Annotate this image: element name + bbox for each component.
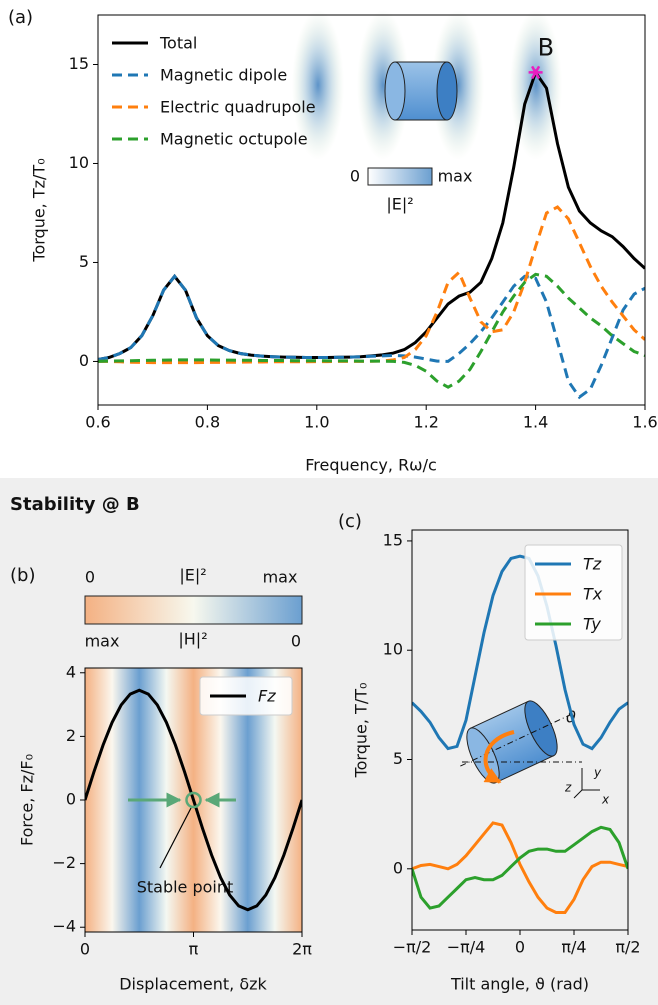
- stable-point: [185, 791, 202, 809]
- colorbar-label: 0: [350, 167, 360, 186]
- x-axis-label: Displacement, δzk: [119, 975, 267, 994]
- colorbar-label: |H|²: [178, 630, 207, 649]
- legend-label: Ty: [583, 615, 601, 634]
- inset-label: y: [593, 766, 602, 780]
- x-axis-label: Frequency, Rω/c: [305, 456, 437, 475]
- y-tick-label: 0: [393, 858, 403, 877]
- marker-label: B: [538, 33, 554, 61]
- series-line: [85, 688, 302, 912]
- colorbar-label: 0: [291, 632, 301, 651]
- x-tick-label: −π/4: [447, 938, 486, 957]
- panel-label: (b): [10, 565, 35, 586]
- y-tick-label: 5: [393, 749, 403, 768]
- legend-label: Tz: [583, 555, 602, 574]
- y-tick-label: 10: [383, 640, 403, 659]
- plot-frame: [84, 667, 303, 933]
- series-line: [98, 272, 645, 389]
- field-inset: [292, 10, 562, 186]
- x-tick-label: 0: [80, 940, 90, 959]
- colorbar-label: max: [85, 632, 120, 651]
- y-tick-label: 0: [79, 351, 89, 370]
- legend-label: Fz: [258, 687, 276, 706]
- x-tick-label: π/4: [561, 938, 586, 957]
- annotation: Stable point: [137, 878, 234, 897]
- series-line: [412, 554, 628, 751]
- x-tick-label: 1.2: [413, 413, 438, 432]
- legend-frame: [524, 544, 623, 641]
- x-tick-label: 1.4: [523, 413, 548, 432]
- legend-label: Total: [159, 34, 197, 53]
- panel-label: (a): [8, 7, 33, 28]
- colorbar-label: 0: [85, 568, 95, 587]
- legend-label: Magnetic octupole: [160, 130, 308, 149]
- colorbar-label: |E|²: [386, 195, 413, 214]
- y-tick-label: 15: [69, 54, 89, 73]
- section-title: Stability @ B: [10, 494, 140, 515]
- legend-label: Electric quadrupole: [160, 98, 316, 117]
- colorbar-label: max: [438, 167, 473, 186]
- panel-label: (c): [338, 511, 362, 532]
- x-axis-label: Tilt angle, ϑ (rad): [450, 975, 589, 994]
- y-tick-label: −4: [52, 917, 76, 936]
- y-axis-label: Torque, Tz/T₀: [30, 158, 49, 262]
- x-tick-label: −π/2: [393, 938, 432, 957]
- y-tick-label: 2: [66, 726, 76, 745]
- x-tick-label: 1.0: [304, 413, 329, 432]
- colorbar-label: max: [263, 568, 298, 587]
- legend-label: Magnetic dipole: [160, 66, 287, 85]
- colorbar-label: |E|²: [179, 566, 206, 585]
- y-tick-label: 10: [69, 153, 89, 172]
- y-tick-label: 4: [66, 662, 76, 681]
- plot-frame: [411, 529, 629, 931]
- point-marker: [528, 65, 543, 80]
- y-tick-label: −2: [52, 853, 76, 872]
- x-tick-label: 0.6: [85, 413, 110, 432]
- tilt-inset: [460, 700, 600, 799]
- plot-frame: [97, 14, 646, 406]
- x-tick-label: 0: [515, 938, 525, 957]
- x-tick-label: π: [189, 940, 199, 959]
- x-tick-label: 1.6: [632, 413, 657, 432]
- x-tick-label: 0.8: [195, 413, 220, 432]
- series-line: [412, 825, 628, 910]
- series-line: [412, 821, 628, 914]
- series-line: [98, 273, 645, 400]
- annotation-pointer: [159, 807, 192, 869]
- colorbar: [84, 595, 303, 625]
- x-tick-label: 2π: [292, 940, 312, 959]
- y-tick-label: 15: [383, 530, 403, 549]
- x-tick-label: π/2: [615, 938, 640, 957]
- y-axis-label: Torque, T/T₀: [352, 683, 371, 779]
- y-tick-label: 0: [66, 790, 76, 809]
- y-axis-label: Force, Fz/F₀: [18, 754, 37, 846]
- legend-label: Tx: [583, 585, 603, 604]
- inset-label: z: [564, 781, 572, 795]
- y-tick-label: 5: [79, 252, 89, 271]
- inset-label: x: [601, 793, 610, 807]
